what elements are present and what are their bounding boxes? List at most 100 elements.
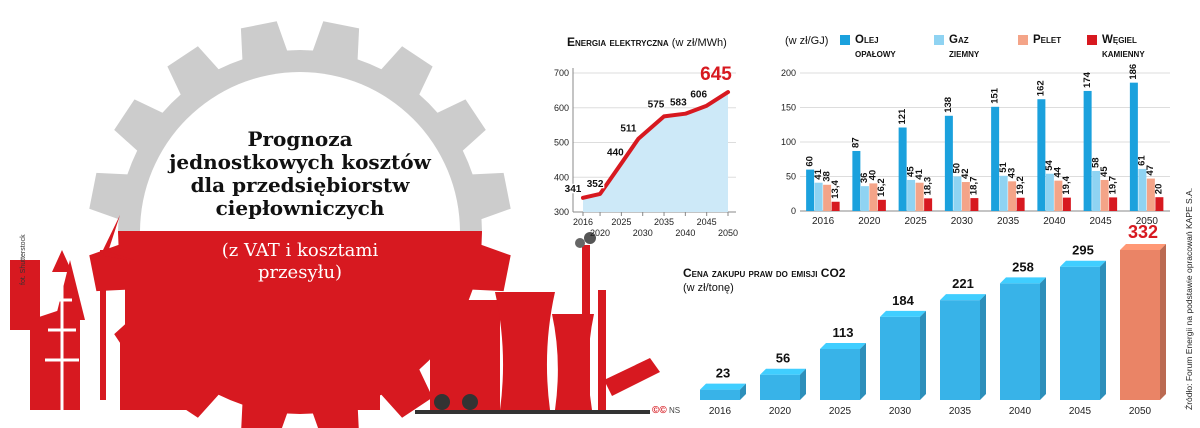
data-label: 19,2 (1015, 176, 1026, 195)
factory-shape (103, 215, 120, 252)
factory-shape (100, 250, 106, 400)
factory-shape (300, 330, 380, 410)
x-tick-label: 2040 (1009, 406, 1032, 417)
x-tick-label: 2025 (829, 406, 852, 417)
data-label: 352 (587, 179, 604, 190)
bar-side (1100, 260, 1106, 400)
bar (1109, 197, 1118, 211)
wheel-icon (434, 394, 450, 410)
factory-skyline-icon (10, 215, 660, 414)
bar (860, 186, 869, 211)
x-tick-label: 2025 (611, 217, 631, 227)
legend-item-pellet: Pelet (1018, 33, 1061, 47)
bar-top (1000, 277, 1046, 284)
data-label: 45 (1099, 166, 1110, 177)
data-label: 174 (1082, 71, 1093, 88)
data-label: 18,3 (922, 177, 933, 196)
legend-line: kamienny (1102, 48, 1145, 60)
x-tick-label: 2035 (949, 406, 972, 417)
series-area (583, 92, 728, 212)
gear-center (140, 72, 460, 231)
bar (1037, 99, 1046, 211)
data-label: 51 (998, 162, 1009, 173)
x-tick-label: 2020 (858, 216, 881, 227)
bar (1008, 181, 1017, 211)
bar (1062, 197, 1071, 211)
bar (953, 176, 962, 211)
title-line: dla przedsiębiorstw (190, 173, 410, 197)
data-label: 575 (648, 99, 665, 110)
x-tick-label: 2030 (889, 406, 912, 417)
factory-shape (10, 260, 40, 330)
legend-line: Gaz (949, 34, 969, 46)
x-tick-label: 2050 (1136, 216, 1159, 227)
x-tick-label: 2016 (573, 217, 593, 227)
bar-top (1120, 244, 1166, 250)
bar (944, 115, 953, 211)
data-label: 138 (943, 97, 954, 113)
bar-side (860, 342, 866, 400)
legend-swatch (1018, 35, 1028, 45)
bar (991, 106, 1000, 211)
data-label: 19,4 (1061, 175, 1072, 194)
bar-side (980, 294, 986, 400)
x-tick-label: 2030 (951, 216, 974, 227)
legend-line: Węgiel (1102, 34, 1137, 46)
x-tick-label: 2016 (812, 216, 835, 227)
bar (814, 182, 823, 211)
legend-line: Pelet (1033, 34, 1062, 46)
data-label: 121 (897, 108, 908, 125)
y-tick-label: 100 (781, 137, 796, 147)
data-label: 332 (1128, 222, 1158, 242)
legend-line: ziemny (949, 48, 980, 60)
data-label: 38 (821, 171, 832, 182)
bar-top (880, 310, 926, 317)
series-line (581, 90, 730, 200)
x-tick-label: 2025 (905, 216, 928, 227)
x-tick-label: 2050 (1129, 406, 1152, 417)
legend-label: Gaz ziemny (949, 33, 979, 61)
bar-side (920, 310, 926, 400)
bar-side (800, 368, 806, 400)
y-tick-label: 200 (781, 68, 796, 78)
legend-item-coal: Węgiel kamienny (1087, 33, 1145, 61)
data-label: 47 (1145, 165, 1156, 176)
y-tick-label: 300 (554, 207, 569, 217)
bar-top (1060, 260, 1106, 267)
title-line: Prognoza (247, 127, 353, 151)
bar (1054, 180, 1063, 211)
bar (806, 169, 815, 211)
bar (1138, 168, 1147, 211)
data-label: 606 (690, 90, 707, 101)
bar (823, 184, 832, 211)
badge-text: NS (668, 406, 681, 415)
data-label: 40 (868, 170, 879, 181)
smoke-icon (575, 238, 585, 248)
bar (940, 300, 980, 400)
subtitle-line: przesyłu) (257, 262, 343, 283)
data-label: 45 (905, 166, 916, 177)
legend-swatch (1087, 35, 1097, 45)
bar (970, 198, 979, 211)
electricity-chart-title: Energia elektryczna (567, 35, 669, 49)
bar-side (1040, 277, 1046, 400)
data-label: 23 (716, 366, 730, 381)
legend-item-oil: Olej opałowy (840, 33, 896, 61)
legend-line: opałowy (855, 48, 896, 60)
data-label: 295 (1072, 243, 1094, 258)
data-label: 56 (776, 351, 790, 366)
data-label: 184 (892, 293, 914, 308)
legend-swatch (840, 35, 850, 45)
y-tick-label: 150 (781, 103, 796, 113)
data-label: 440 (607, 147, 624, 158)
electricity-chart-unit: (w zł/MWh) (671, 37, 727, 49)
data-label: 186 (1128, 64, 1139, 80)
data-label: 645 (700, 64, 732, 85)
data-label: 162 (1036, 80, 1047, 96)
legend-label: Węgiel kamienny (1102, 33, 1145, 61)
data-label: 50 (952, 163, 963, 174)
factory-shape (604, 358, 660, 396)
